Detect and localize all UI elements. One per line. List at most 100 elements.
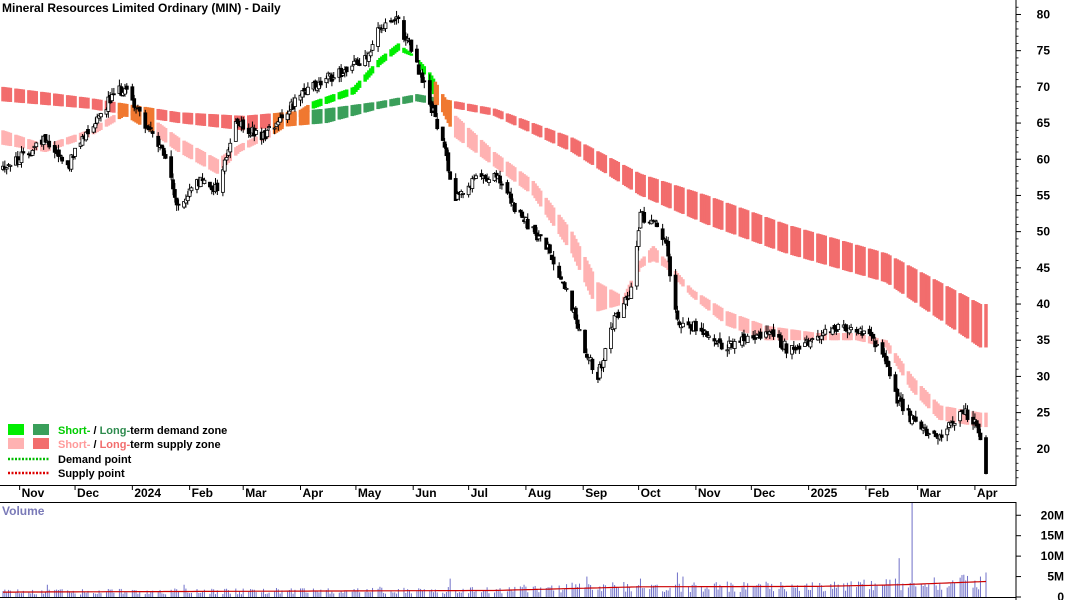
legend-swatch-short-demand bbox=[8, 424, 24, 435]
long-band-segment bbox=[32, 90, 37, 105]
short-band-segment bbox=[535, 185, 539, 201]
short-band-segment bbox=[544, 197, 548, 215]
short-band-segment bbox=[4, 131, 9, 146]
long-band-segment bbox=[901, 262, 905, 294]
candle-body bbox=[224, 157, 229, 161]
candle-body bbox=[368, 51, 373, 57]
long-band-segment bbox=[56, 93, 61, 107]
long-band-segment bbox=[843, 241, 848, 271]
long-band-segment bbox=[819, 234, 824, 264]
short-band-segment bbox=[751, 320, 755, 336]
long-band-segment bbox=[677, 186, 682, 213]
candle-body bbox=[551, 256, 556, 265]
long-band-segment bbox=[832, 238, 837, 268]
short-band-segment bbox=[642, 256, 646, 266]
long-band-segment bbox=[14, 88, 18, 103]
long-band-segment bbox=[272, 113, 277, 128]
long-band-segment bbox=[849, 243, 853, 273]
long-band-segment bbox=[692, 191, 696, 219]
long-band-segment bbox=[156, 108, 160, 120]
volume-bars bbox=[2, 503, 987, 597]
long-band-segment bbox=[254, 114, 258, 130]
long-band-segment bbox=[119, 103, 123, 114]
short-band-segment bbox=[389, 49, 393, 57]
candle-body bbox=[924, 428, 929, 437]
long-band-segment bbox=[570, 137, 574, 153]
short-band-segment bbox=[481, 141, 486, 159]
short-band-segment bbox=[729, 312, 733, 328]
date-axis-ticks: Nov Dec 2024 Feb Mar Apr May Jun Jul Aug Sep Oct Nov… bbox=[19, 485, 998, 500]
long-band-segment bbox=[572, 138, 576, 154]
short-band-segment bbox=[756, 322, 761, 338]
long-band-segment bbox=[41, 92, 46, 105]
long-band-segment bbox=[300, 110, 305, 126]
candle-body bbox=[675, 310, 680, 320]
short-band-segment bbox=[418, 62, 423, 67]
long-band-segment bbox=[466, 103, 471, 111]
long-band-segment bbox=[973, 301, 977, 344]
short-band-segment bbox=[278, 123, 282, 131]
long-band-segment bbox=[522, 119, 526, 130]
long-band-segment bbox=[248, 115, 253, 130]
candle-body bbox=[341, 73, 345, 76]
candle-body bbox=[344, 66, 349, 73]
short-band-segment bbox=[58, 139, 63, 147]
short-band-segment bbox=[171, 133, 175, 148]
short-band-segment bbox=[500, 157, 504, 173]
long-band-segment bbox=[298, 110, 303, 126]
long-band-segment bbox=[457, 102, 462, 110]
candle-body bbox=[779, 335, 783, 348]
long-band-segment bbox=[976, 303, 981, 347]
long-band-segment bbox=[392, 98, 397, 106]
candle-body bbox=[148, 127, 153, 130]
candle-body bbox=[694, 321, 698, 332]
candle-body bbox=[548, 244, 552, 254]
short-band-segment bbox=[132, 111, 136, 122]
short-band-segment bbox=[459, 120, 463, 142]
candle-body bbox=[784, 343, 789, 354]
long-band-segment bbox=[662, 181, 667, 206]
price-tick-label: 20 bbox=[1037, 442, 1051, 456]
long-band-segment bbox=[888, 255, 892, 285]
short-band-segment bbox=[745, 318, 750, 334]
long-band-segment bbox=[213, 114, 218, 128]
price-tick-label: 30 bbox=[1037, 369, 1051, 383]
candle-body bbox=[660, 228, 665, 240]
volume-tick-label: 5M bbox=[1047, 570, 1064, 584]
short-band-segment bbox=[479, 139, 484, 157]
short-band-segment bbox=[740, 316, 744, 332]
long-band-segment bbox=[332, 107, 336, 122]
long-band-segment bbox=[263, 113, 268, 129]
short-band-segment bbox=[315, 100, 319, 108]
short-band-segment bbox=[250, 138, 255, 146]
long-band-segment bbox=[984, 304, 988, 348]
legend-demand-point-label: Demand point bbox=[58, 454, 132, 466]
candle-body bbox=[945, 428, 950, 436]
short-band-segment bbox=[381, 55, 386, 63]
long-band-segment bbox=[574, 139, 578, 155]
candle-body bbox=[246, 127, 251, 134]
long-band-segment bbox=[914, 269, 918, 303]
date-tick-label: Feb bbox=[192, 486, 213, 500]
date-tick-label: Oct bbox=[641, 486, 661, 500]
candle-body bbox=[570, 290, 575, 311]
candle-body bbox=[446, 152, 451, 172]
long-band-segment bbox=[897, 260, 901, 292]
short-band-segment bbox=[720, 307, 724, 322]
candle-body bbox=[525, 218, 530, 230]
long-band-segment bbox=[494, 109, 499, 117]
candle-body bbox=[4, 167, 9, 170]
candle-body bbox=[629, 286, 634, 299]
short-band-segment bbox=[468, 129, 473, 149]
long-band-segment bbox=[880, 252, 885, 282]
short-band-segment bbox=[461, 122, 465, 144]
candle-body bbox=[370, 44, 375, 51]
short-band-segment bbox=[106, 118, 111, 126]
chart-title: Mineral Resources Limited Ordinary (MIN)… bbox=[2, 1, 281, 15]
short-band-segment bbox=[513, 167, 517, 182]
long-band-segment bbox=[636, 172, 641, 195]
long-term-band bbox=[1, 86, 988, 348]
long-band-segment bbox=[302, 110, 306, 125]
svg-text:Short- / Long-term demand zone: Short- / Long-term demand zone bbox=[58, 425, 227, 437]
long-band-segment bbox=[182, 112, 186, 124]
